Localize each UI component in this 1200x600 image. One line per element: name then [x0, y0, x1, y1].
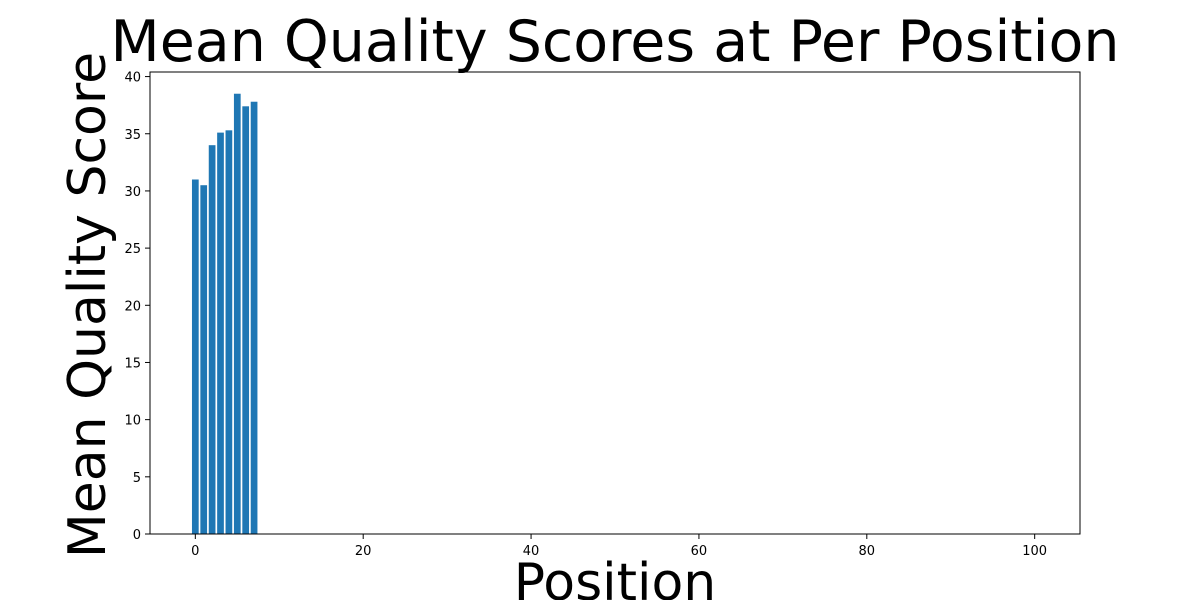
x-tick-label-0: 0 [191, 544, 199, 559]
y-tick-label-30: 30 [124, 185, 141, 200]
y-tick-label-0: 0 [133, 528, 141, 543]
y-tick-label-5: 5 [133, 471, 141, 486]
bar-position-5 [233, 93, 241, 534]
y-tick-label-15: 15 [124, 356, 141, 371]
y-tick-label-40: 40 [124, 71, 141, 86]
axes-frame [149, 71, 1081, 535]
bar-position-2 [208, 145, 216, 535]
bar-position-6 [242, 106, 250, 534]
chart-title: Mean Quality Scores at Per Position [111, 9, 1120, 75]
bar-position-4 [225, 130, 233, 534]
y-tick-label-35: 35 [124, 128, 141, 143]
bar-position-0 [191, 179, 199, 534]
bar-position-3 [217, 132, 224, 534]
x-axis-label: Position [514, 553, 716, 600]
x-tick-label-60: 60 [691, 544, 708, 559]
x-tick-label-40: 40 [523, 544, 540, 559]
y-tick-label-25: 25 [124, 242, 141, 257]
y-axis-label: Mean Quality Score [58, 52, 118, 558]
x-tick-label-20: 20 [355, 544, 372, 559]
y-tick-label-10: 10 [124, 414, 141, 429]
x-tick-label-80: 80 [859, 544, 876, 559]
bar-position-1 [200, 185, 208, 534]
y-tick-label-20: 20 [124, 299, 141, 314]
plot-area: 0 20 40 60 80 100 0 5 10 15 20 25 30 35 40 [124, 71, 1081, 559]
bar-position-7 [250, 101, 258, 535]
x-tick-label-100: 100 [1022, 544, 1047, 559]
